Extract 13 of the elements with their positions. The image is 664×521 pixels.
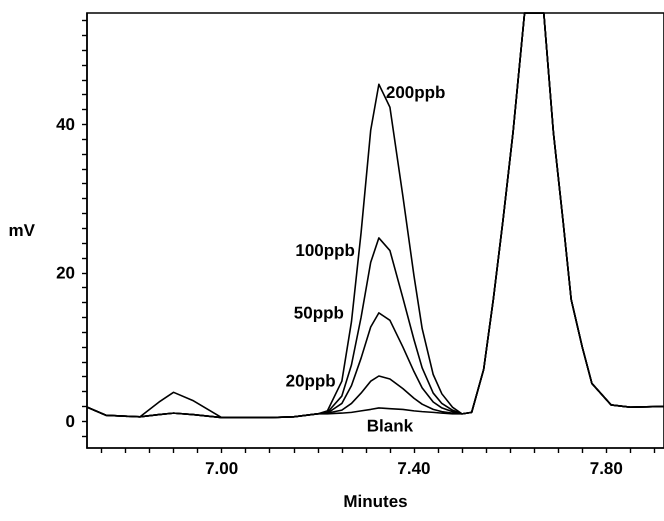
annotation: Blank: [366, 416, 414, 436]
annotation: 50ppb: [294, 303, 344, 322]
y-tick-label: 40: [56, 114, 75, 134]
annotation: 200ppb: [386, 82, 446, 102]
x-axis-title: Minutes: [343, 492, 408, 511]
y-axis-title: mV: [8, 221, 36, 240]
x-tick-label: 7.80: [590, 459, 623, 478]
annotation: 100ppb: [295, 241, 355, 260]
y-tick-label: 20: [56, 263, 75, 282]
y-tick-label: 0: [66, 412, 75, 431]
x-tick-label: 7.00: [205, 459, 238, 478]
x-tick-label: 7.40: [397, 459, 431, 478]
annotation: 20ppb: [286, 372, 336, 391]
